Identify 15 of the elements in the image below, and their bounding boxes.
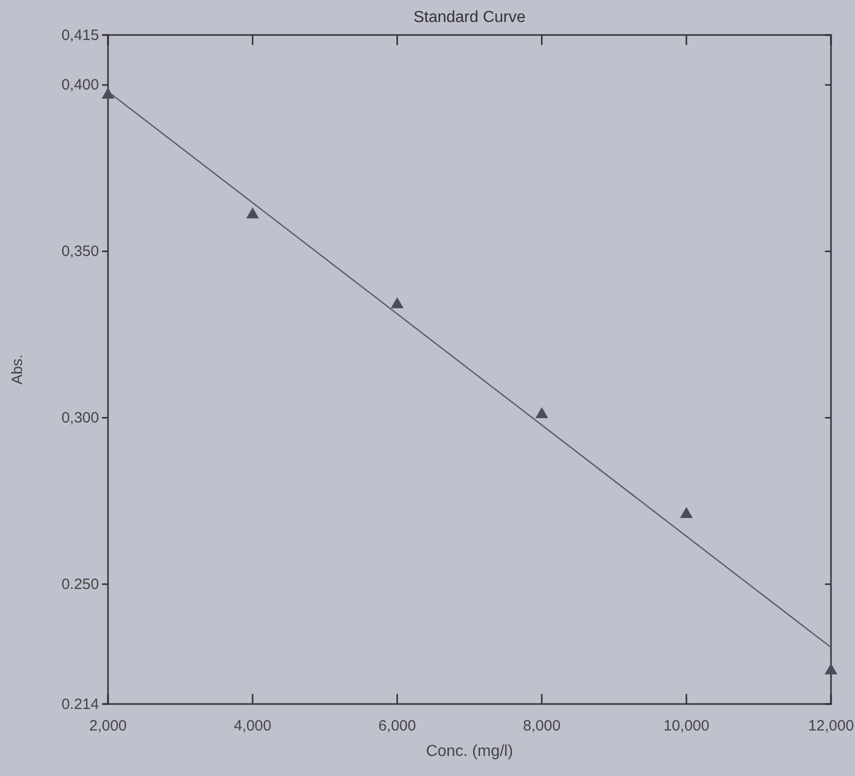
x-tick-label: 2,000: [89, 718, 127, 735]
x-axis-title: Conc. (mg/l): [426, 743, 514, 760]
x-tick-label: 12,000: [808, 718, 854, 735]
y-axis-title: Abs.: [9, 354, 26, 385]
x-tick-label: 10,000: [663, 718, 710, 735]
y-tick-label: 0,300: [61, 410, 99, 427]
x-tick-label: 4,000: [234, 718, 272, 735]
y-tick-label: 0,400: [61, 76, 99, 94]
y-tick-label: 0,350: [61, 243, 99, 260]
x-tick-label: 8,000: [523, 718, 561, 735]
y-tick-label: 0,415: [61, 26, 99, 44]
x-tick-label: 6,000: [378, 718, 416, 735]
y-tick-label: 0.214: [61, 696, 99, 713]
y-tick-label: 0.250: [61, 576, 99, 593]
chart-title: Standard Curve: [413, 9, 526, 26]
